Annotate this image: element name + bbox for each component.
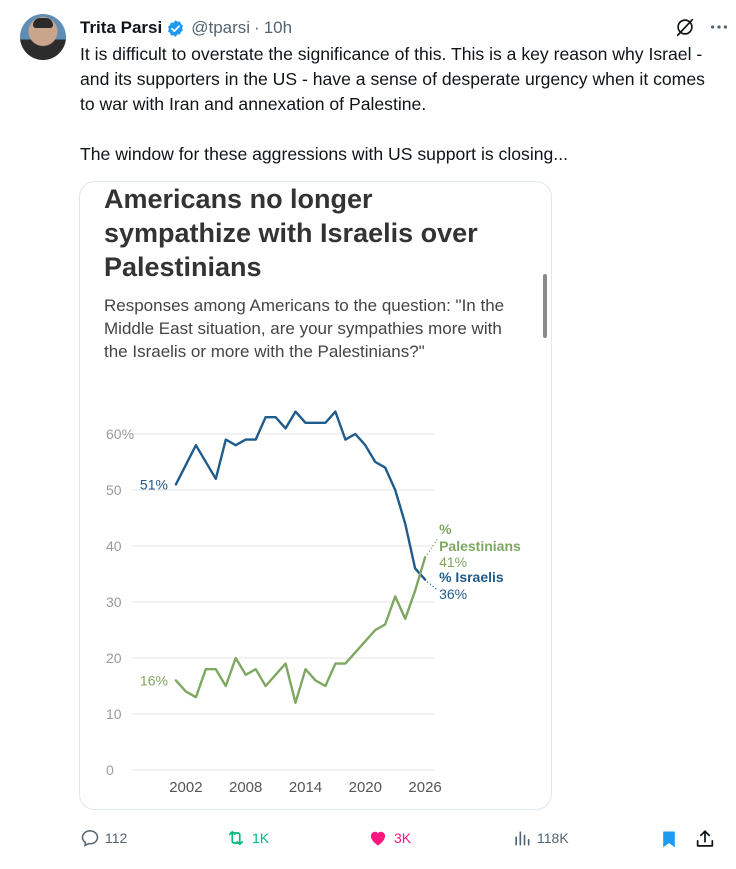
x-tick-label: 2014: [289, 779, 322, 796]
repost-icon: [225, 828, 247, 848]
bookmark-button[interactable]: [659, 828, 679, 850]
like-button[interactable]: 3K: [367, 828, 411, 848]
series-start-label: 16%: [140, 672, 168, 688]
series-start-label: 51%: [140, 476, 168, 492]
reply-icon: [80, 828, 100, 848]
y-tick-label: 20: [106, 650, 122, 666]
series-line-palestinians: [176, 557, 425, 703]
header-separator: ·: [254, 18, 260, 38]
x-tick-label: 2020: [349, 779, 382, 796]
reply-count: 112: [105, 830, 127, 846]
y-tick-label: 0: [106, 762, 114, 778]
palestinians-end-label-value: 41%: [439, 554, 467, 570]
x-tick-label: 2002: [169, 779, 202, 796]
more-options-icon[interactable]: [708, 16, 730, 43]
author-handle[interactable]: @tparsi: [191, 18, 250, 38]
views-count: 118K: [537, 830, 569, 846]
author-name[interactable]: Trita Parsi: [80, 18, 162, 38]
x-tick-label: 2008: [229, 779, 262, 796]
israelis-end-label-name: % Israelis: [439, 569, 504, 585]
y-tick-label: 60%: [106, 426, 134, 442]
views-button[interactable]: 118K: [512, 828, 569, 848]
share-button[interactable]: [694, 828, 716, 850]
views-chart-icon: [512, 828, 532, 848]
y-tick-label: 10: [106, 706, 122, 722]
israelis-end-label-value: 36%: [439, 586, 467, 602]
like-count: 3K: [394, 830, 411, 846]
verified-badge-icon[interactable]: [166, 19, 185, 38]
tweet-header: Trita Parsi @tparsi · 10h: [80, 16, 722, 40]
y-tick-label: 40: [106, 538, 122, 554]
x-tick-label: 2026: [408, 779, 441, 796]
heart-icon: [367, 828, 389, 848]
palestinians-leader: [427, 539, 437, 555]
chart-image-card[interactable]: Americans no longer sympathize with Isra…: [79, 181, 552, 810]
y-tick-label: 30: [106, 594, 122, 610]
reply-button[interactable]: 112: [80, 828, 127, 848]
israelis-leader: [427, 582, 437, 590]
grok-icon[interactable]: [674, 16, 696, 43]
y-tick-label: 50: [106, 482, 122, 498]
tweet-text: It is difficult to overstate the signifi…: [80, 42, 720, 167]
series-line-israelis: [176, 412, 425, 580]
repost-count: 1K: [252, 830, 269, 846]
repost-button[interactable]: 1K: [225, 828, 269, 848]
line-chart: 0 10 20 30 40 50 60% 2002 2008 2014 2020 2026 51% 16%…: [80, 182, 551, 809]
palestinians-end-label-symbol: %: [439, 521, 452, 537]
share-icon: [694, 828, 716, 850]
palestinians-end-label-name: Palestinians: [439, 538, 521, 554]
tweet-timestamp[interactable]: 10h: [264, 18, 292, 38]
header-actions: [674, 16, 730, 43]
tweet-actions-bar: 112 1K 3K 118K: [0, 820, 736, 854]
bookmark-icon: [659, 828, 679, 850]
author-avatar[interactable]: [20, 14, 66, 60]
